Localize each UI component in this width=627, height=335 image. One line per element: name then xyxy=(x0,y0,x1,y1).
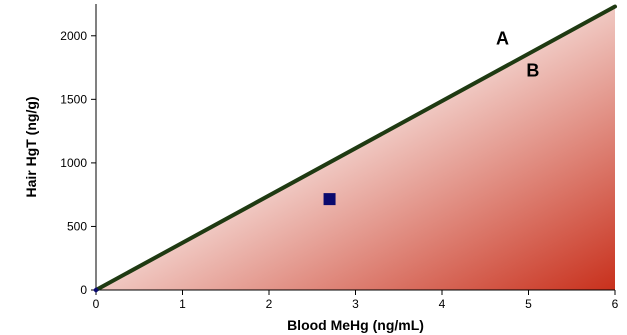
series-layer xyxy=(93,4,617,293)
y-tick-label: 2000 xyxy=(60,29,87,43)
series-line xyxy=(94,4,617,292)
x-tick-label: 2 xyxy=(266,297,273,311)
origin-point xyxy=(93,287,99,293)
annotations: AB xyxy=(496,29,539,81)
x-axis-ticks: 0 1 2 3 4 5 6 xyxy=(93,290,619,311)
y-tick-label: 1000 xyxy=(60,156,87,170)
x-axis-title: Blood MeHg (ng/mL) xyxy=(287,317,424,333)
y-tick-label: 1500 xyxy=(60,92,87,106)
x-tick-label: 1 xyxy=(179,297,186,311)
x-tick-label: 0 xyxy=(93,297,100,311)
x-tick-label: 6 xyxy=(612,297,619,311)
data-point xyxy=(323,193,336,206)
shaded-region xyxy=(96,6,615,290)
annotation-label: B xyxy=(526,60,539,80)
x-tick-label: 4 xyxy=(439,297,446,311)
x-tick-label: 3 xyxy=(352,297,359,311)
y-tick-label: 500 xyxy=(67,219,87,233)
y-axis-title: Hair HgT (ng/g) xyxy=(23,96,39,197)
annotation-label: A xyxy=(496,29,509,49)
y-axis-ticks: 0 500 1000 1500 2000 xyxy=(60,29,96,297)
y-tick-label: 0 xyxy=(80,283,87,297)
x-tick-label: 5 xyxy=(525,297,532,311)
